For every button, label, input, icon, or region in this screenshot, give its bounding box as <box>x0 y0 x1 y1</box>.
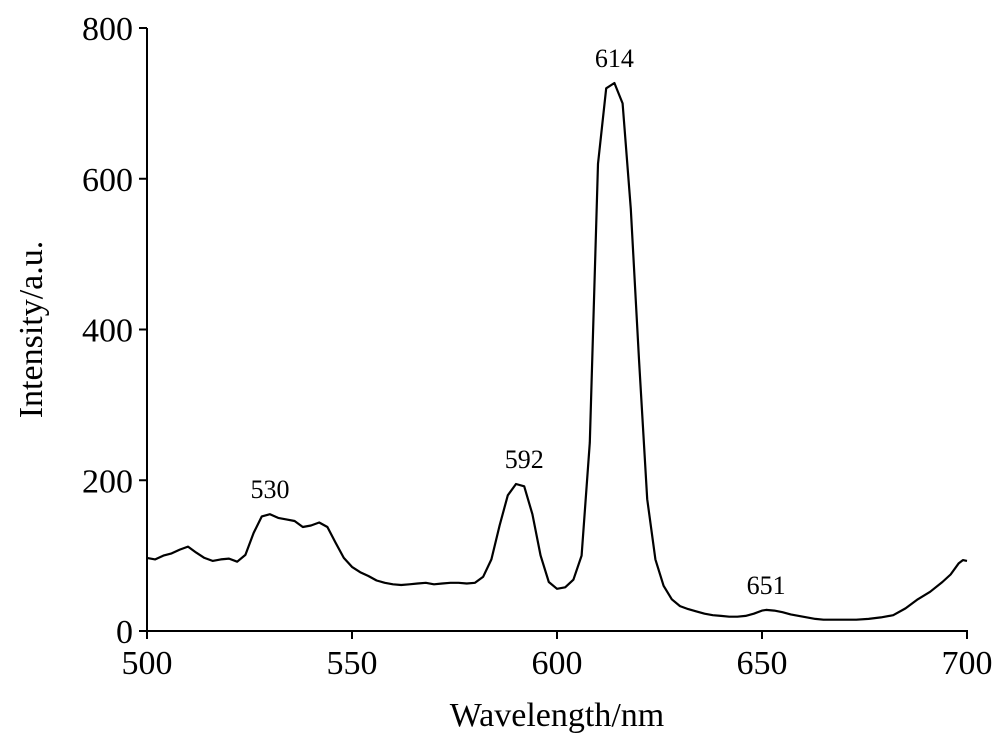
x-tick-label: 600 <box>532 645 583 682</box>
x-tick-label: 550 <box>327 645 378 682</box>
x-axis-title: Wavelength/nm <box>450 697 664 734</box>
y-tick-label: 200 <box>82 463 133 500</box>
peak-label-614: 614 <box>595 44 634 73</box>
peak-label-592: 592 <box>505 445 544 474</box>
peak-label-651: 651 <box>747 571 786 600</box>
x-tick-label: 700 <box>942 645 993 682</box>
x-tick-label: 500 <box>122 645 173 682</box>
y-axis-title: Intensity/a.u. <box>13 241 50 419</box>
y-tick-label: 600 <box>82 162 133 199</box>
y-tick-label: 400 <box>82 313 133 350</box>
y-tick-label: 0 <box>116 614 133 651</box>
peak-annotations: 530 592 614 651 <box>251 44 786 600</box>
x-tick-label: 650 <box>737 645 788 682</box>
y-ticks: 0 200 400 600 800 <box>82 11 147 651</box>
emission-spectrum-line <box>146 81 968 621</box>
y-tick-label: 800 <box>82 11 133 48</box>
x-ticks: 500 550 600 650 700 <box>122 631 993 682</box>
peak-label-530: 530 <box>251 475 290 504</box>
plot-area: 500 550 600 650 700 0 200 400 600 800 530 592 614 6… <box>82 11 993 682</box>
